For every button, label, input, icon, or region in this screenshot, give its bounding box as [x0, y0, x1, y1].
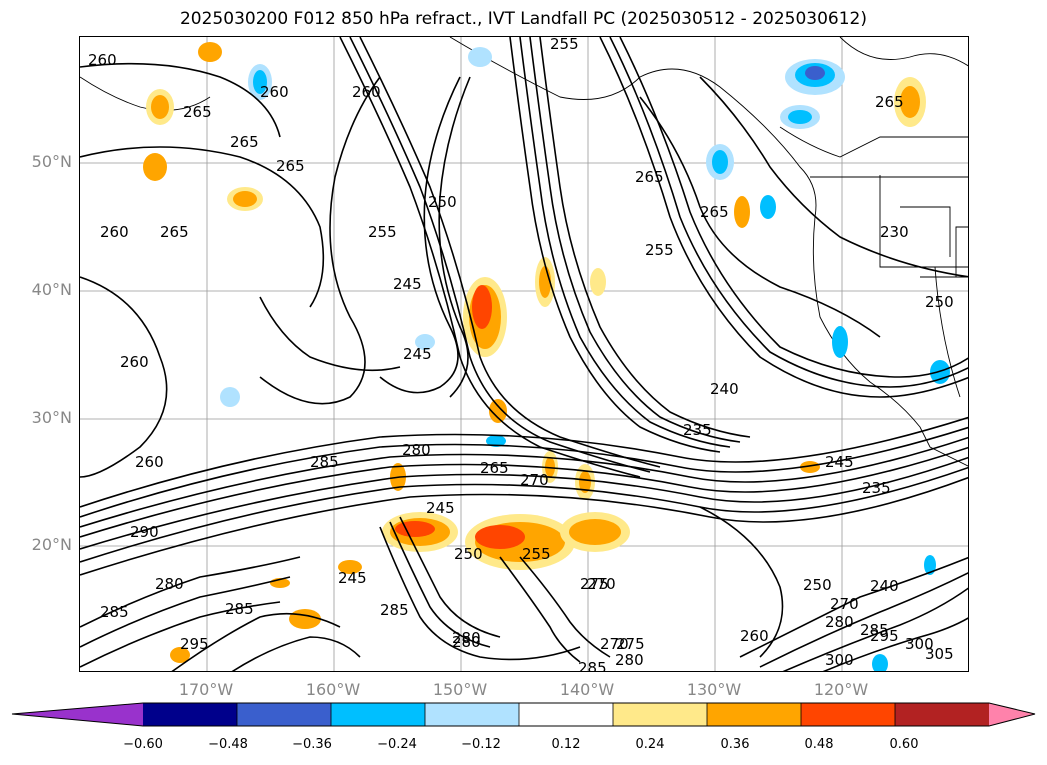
- contour-label: 265: [635, 168, 664, 186]
- contour-label: 295: [180, 635, 209, 653]
- colorbar-extend-low: [12, 703, 143, 726]
- colorbar-tick: 0.12: [551, 737, 581, 752]
- contour-label: 270: [587, 575, 616, 593]
- contour-label: 265: [160, 223, 189, 241]
- contour-label: 285: [578, 659, 607, 672]
- lat-label: 20°N: [31, 535, 72, 554]
- contour-label: 260: [120, 353, 149, 371]
- lon-label: 140°W: [559, 680, 615, 699]
- contour-label: 260: [260, 83, 289, 101]
- colorbar-tick: 0.48: [804, 737, 834, 752]
- contour-label: 240: [710, 380, 739, 398]
- contour-label: 265: [875, 93, 904, 111]
- contour-label: 265: [230, 133, 259, 151]
- map-plot: 260 265 260 265 260 265 265 255 250 245 …: [80, 37, 968, 672]
- contour-label: 265: [700, 203, 729, 221]
- map-panel: 260 265 260 265 260 265 265 255 250 245 …: [79, 36, 969, 672]
- contour-label: 265: [480, 459, 509, 477]
- positive-anomaly-fills: [143, 42, 926, 663]
- contour-label: 245: [426, 499, 455, 517]
- contour-label: 260: [135, 453, 164, 471]
- lon-label: 170°W: [178, 680, 234, 699]
- contour-label: 255: [368, 223, 397, 241]
- contour-label: 235: [683, 421, 712, 439]
- contour-label: 270: [600, 635, 629, 653]
- coastlines: [80, 37, 968, 467]
- contour-label: 260: [88, 51, 117, 69]
- contour-label: 230: [880, 223, 909, 241]
- lat-label: 50°N: [31, 152, 72, 171]
- contour-label: 305: [925, 645, 954, 663]
- contour-label: 280: [155, 575, 184, 593]
- contour-label: 285: [860, 621, 889, 639]
- contour-label: 250: [454, 545, 483, 563]
- colorbar-segment: [143, 703, 238, 726]
- gridlines: [80, 37, 968, 671]
- contour-label: 280: [452, 629, 481, 647]
- contour-label: 280: [825, 613, 854, 631]
- colorbar-segment: [895, 703, 990, 726]
- lon-label: 150°W: [432, 680, 488, 699]
- lon-label: 120°W: [813, 680, 869, 699]
- contour-lines: [80, 37, 968, 671]
- colorbar-tick: −0.48: [208, 737, 248, 752]
- contour-label: 240: [870, 577, 899, 595]
- colorbar-segment: [707, 703, 802, 726]
- lat-label: 30°N: [31, 408, 72, 427]
- contour-label: 255: [645, 241, 674, 259]
- map-title: 2025030200 F012 850 hPa refract., IVT La…: [179, 9, 867, 29]
- contour-label: 250: [428, 193, 457, 211]
- colorbar-tick: 0.36: [720, 737, 750, 752]
- contour-label: 245: [403, 345, 432, 363]
- colorbar-tick: −0.12: [461, 737, 501, 752]
- contour-label: 245: [338, 569, 367, 587]
- colorbar: [11, 702, 1036, 727]
- colorbar-tick: 0.24: [635, 737, 665, 752]
- contour-label: 265: [276, 157, 305, 175]
- contour-label: 285: [225, 600, 254, 618]
- colorbar-tick: 0.60: [889, 737, 919, 752]
- contour-label: 300: [825, 651, 854, 669]
- colorbar-extend-high: [989, 703, 1035, 726]
- colorbar-segment: [331, 703, 426, 726]
- contour-label: 250: [925, 293, 954, 311]
- colorbar-tick: −0.36: [292, 737, 332, 752]
- contour-label: 280: [615, 651, 644, 669]
- colorbar-segment: [801, 703, 896, 726]
- contour-label: 250: [803, 576, 832, 594]
- colorbar-segment: [519, 703, 614, 726]
- contour-label: 295: [870, 627, 899, 645]
- contour-label: 260: [352, 83, 381, 101]
- contour-label: 260: [100, 223, 129, 241]
- contour-label: 245: [825, 453, 854, 471]
- lon-label: 130°W: [686, 680, 742, 699]
- contour-label: 285: [380, 601, 409, 619]
- contour-label: 290: [130, 523, 159, 541]
- contour-label: 300: [905, 635, 934, 653]
- colorbar-segment: [237, 703, 332, 726]
- contour-label: 275: [616, 635, 645, 653]
- contour-label: 275: [580, 575, 609, 593]
- contour-label: 235: [862, 479, 891, 497]
- contour-label: 280: [452, 633, 481, 651]
- colorbar-segment: [613, 703, 708, 726]
- contour-label: 245: [393, 275, 422, 293]
- colorbar-tick: −0.60: [123, 737, 163, 752]
- contour-label: 270: [520, 471, 549, 489]
- colorbar-segment: [425, 703, 520, 726]
- contour-label: 280: [402, 441, 431, 459]
- lat-label: 40°N: [31, 280, 72, 299]
- colorbar-tick: −0.24: [377, 737, 417, 752]
- contour-label: 260: [740, 627, 769, 645]
- contour-label: 270: [830, 595, 859, 613]
- contour-label: 255: [522, 545, 551, 563]
- contour-label: 255: [550, 37, 579, 53]
- lon-label: 160°W: [305, 680, 361, 699]
- contour-label: 265: [183, 103, 212, 121]
- contour-label: 285: [310, 453, 339, 471]
- contour-label: 285: [100, 603, 129, 621]
- contour-labels: 260 265 260 265 260 265 265 255 250 245 …: [88, 37, 954, 672]
